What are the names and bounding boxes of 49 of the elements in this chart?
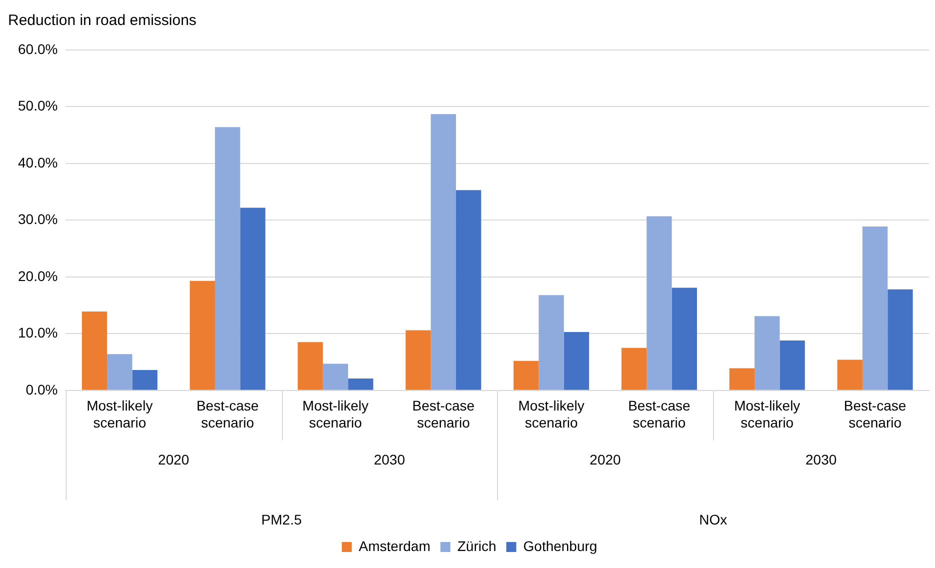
y-tick-label: 30.0% xyxy=(18,211,58,228)
text: 2030 xyxy=(374,451,406,468)
bar xyxy=(132,370,158,390)
bar xyxy=(348,378,374,390)
bar xyxy=(514,360,539,390)
x-tick-label: Most-likely scenario xyxy=(734,398,800,430)
bar xyxy=(406,330,431,390)
y-tick-label: 50.0% xyxy=(18,98,58,114)
x-tick-label: Best-case scenario xyxy=(196,398,259,430)
bar xyxy=(456,190,482,390)
y-tick-label: 40.0% xyxy=(18,154,58,170)
text: 2020 xyxy=(158,451,190,468)
text: 2030 xyxy=(806,451,837,468)
bar xyxy=(754,316,780,390)
legend-label: Gothenburg xyxy=(523,538,598,554)
legend-label: Zürich xyxy=(457,538,496,554)
bar xyxy=(240,208,266,390)
bar xyxy=(888,289,913,390)
y-tick-label: 20.0% xyxy=(18,268,58,284)
bar xyxy=(646,216,672,390)
text: PM2.5 xyxy=(261,511,302,528)
bar xyxy=(214,127,240,390)
y-axis-title: Reduction in road emissions xyxy=(8,12,196,29)
bar xyxy=(564,332,590,390)
y-tick-label: 60.0% xyxy=(18,40,58,57)
x-tick-label: Best-case scenario xyxy=(412,398,475,430)
bar xyxy=(298,342,323,390)
x-tick-label: Most-likely scenario xyxy=(86,398,153,430)
x-tick-label: Best-case scenario xyxy=(844,398,906,430)
y-tick-label: 10.0% xyxy=(18,324,58,341)
bar xyxy=(322,364,348,390)
bar xyxy=(82,312,108,390)
y-tick-label: 0.0% xyxy=(26,381,58,398)
x-tick-label: Most-likely scenario xyxy=(302,398,369,430)
text: NOx xyxy=(699,511,728,528)
bar xyxy=(430,114,456,390)
bar xyxy=(621,348,647,390)
bar xyxy=(780,340,805,390)
bar xyxy=(862,226,888,390)
legend-label: Amsterdam xyxy=(358,538,430,554)
x-tick-label: Best-case scenario xyxy=(628,398,691,430)
bar xyxy=(107,354,132,390)
x-tick-label: Most-likely scenario xyxy=(518,398,584,430)
text: 2020 xyxy=(590,451,622,468)
bar xyxy=(672,288,697,390)
bar xyxy=(837,360,862,390)
bar xyxy=(729,368,755,390)
bar xyxy=(538,295,564,390)
bar xyxy=(190,280,215,390)
